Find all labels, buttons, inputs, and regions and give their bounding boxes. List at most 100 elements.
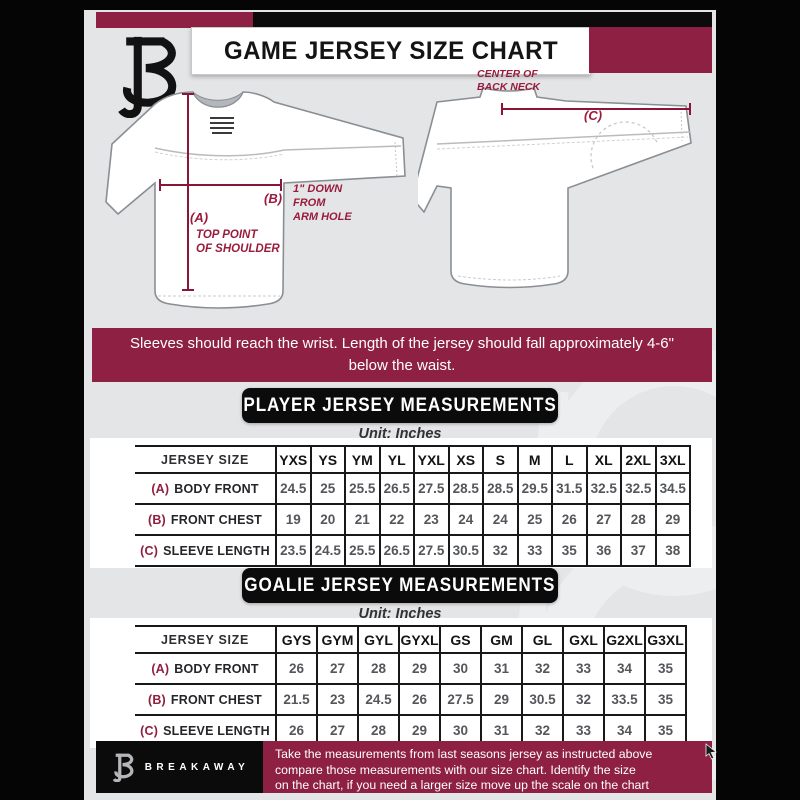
row-key: (A) xyxy=(151,661,170,676)
row-label-cell: (A) BODY FRONT xyxy=(135,472,277,505)
breakaway-footer-logo-icon xyxy=(112,753,134,782)
header-accent-black xyxy=(253,12,712,28)
player-section-heading: PLAYER JERSEY MEASUREMENTS xyxy=(242,388,558,423)
value-cell: 28 xyxy=(357,652,400,685)
value-cell: 29.5 xyxy=(516,472,553,505)
size-header-cell: YXS xyxy=(275,445,312,474)
measurement-lines-front xyxy=(159,93,282,291)
value-cell: 30 xyxy=(439,652,482,685)
value-cell: 33 xyxy=(516,534,553,567)
measure-c-key: (C) xyxy=(584,108,603,123)
value-cell: 27 xyxy=(316,652,359,685)
fit-notice-text: Sleeves should reach the wrist. Length o… xyxy=(130,335,674,374)
goalie-section-heading: GOALIE JERSEY MEASUREMENTS xyxy=(242,568,558,603)
value-cell: 29 xyxy=(654,503,691,536)
value-cell: 30.5 xyxy=(447,534,484,567)
size-header-cell: YS xyxy=(309,445,346,474)
value-cell: 24.5 xyxy=(275,472,312,505)
measurement-row: (B) FRONT CHEST 21.5 23 24.5 26 27.5 29 30.5 32 33… xyxy=(135,683,687,716)
row-key: (A) xyxy=(151,481,170,496)
breakaway-b-logo-icon xyxy=(118,36,177,118)
value-cell: 29 xyxy=(398,652,441,685)
measurement-row: (B) FRONT CHEST 19 20 21 22 23 24 24 25 26 27 28 29 xyxy=(135,503,691,536)
size-column-header: JERSEY SIZE xyxy=(135,625,277,654)
size-header-cell: M xyxy=(516,445,553,474)
value-cell: 27.5 xyxy=(413,472,450,505)
value-cell: 37 xyxy=(620,534,657,567)
size-header-cell: GS xyxy=(439,625,482,654)
size-header-cell: 2XL xyxy=(620,445,657,474)
player-section-title: PLAYER JERSEY MEASUREMENTS xyxy=(243,394,557,416)
value-cell: 24 xyxy=(482,503,519,536)
value-cell: 26 xyxy=(398,683,441,716)
center-back-neck-label: CENTER OF BACK NECK xyxy=(477,68,540,94)
size-header-cell: G3XL xyxy=(644,625,687,654)
size-header-cell: L xyxy=(551,445,588,474)
player-size-table: JERSEY SIZE YXS YS YM YL YXL XS S M L XL 2XL 3XL (A) B… xyxy=(135,445,691,567)
title-banner-accent xyxy=(589,27,712,73)
goalie-section-title: GOALIE JERSEY MEASUREMENTS xyxy=(244,574,556,596)
size-header-cell: GM xyxy=(480,625,523,654)
row-label-cell: (B) FRONT CHEST xyxy=(135,683,277,716)
size-header-cell: YM xyxy=(344,445,381,474)
size-header-cell: GXL xyxy=(562,625,605,654)
back-jersey-diagram xyxy=(418,87,692,289)
mouse-cursor xyxy=(705,743,717,760)
value-cell: 22 xyxy=(378,503,415,536)
size-header-cell: G2XL xyxy=(603,625,646,654)
row-key: (C) xyxy=(140,543,159,558)
value-cell: 36 xyxy=(585,534,622,567)
size-header-cell: GYL xyxy=(357,625,400,654)
value-cell: 21 xyxy=(344,503,381,536)
value-cell: 31.5 xyxy=(551,472,588,505)
value-cell: 21.5 xyxy=(275,683,318,716)
footer-instruction-line: on the chart, if you need a larger size … xyxy=(275,778,649,793)
row-key: (C) xyxy=(140,723,159,738)
value-cell: 29 xyxy=(480,683,523,716)
size-header-cell: GL xyxy=(521,625,564,654)
value-cell: 34 xyxy=(603,652,646,685)
value-cell: 26 xyxy=(551,503,588,536)
value-cell: 38 xyxy=(654,534,691,567)
footer-instruction-line: Take the measurements from last seasons … xyxy=(275,747,653,761)
row-key: (B) xyxy=(147,692,166,707)
size-header-row: JERSEY SIZE GYS GYM GYL GYXL GS GM GL GXL G2XL G3X… xyxy=(135,625,687,654)
value-cell: 32.5 xyxy=(585,472,622,505)
size-header-cell: GYXL xyxy=(398,625,441,654)
value-cell: 32 xyxy=(521,652,564,685)
measure-a-key: (A) xyxy=(190,210,209,225)
value-cell: 34.5 xyxy=(654,472,691,505)
size-header-cell: 3XL xyxy=(654,445,691,474)
value-cell: 23.5 xyxy=(275,534,312,567)
value-cell: 25 xyxy=(516,503,553,536)
value-cell: 27.5 xyxy=(413,534,450,567)
value-cell: 32.5 xyxy=(620,472,657,505)
size-header-cell: GYM xyxy=(316,625,359,654)
value-cell: 28 xyxy=(620,503,657,536)
value-cell: 31 xyxy=(480,652,523,685)
chart-canvas: GAME JERSEY SIZE CHART xyxy=(84,10,716,800)
value-cell: 32 xyxy=(482,534,519,567)
row-label-cell: (B) FRONT CHEST xyxy=(135,503,277,536)
size-column-header: JERSEY SIZE xyxy=(135,445,277,474)
measurement-row: (A) BODY FRONT 26 27 28 29 30 31 32 33 34 35 xyxy=(135,652,687,685)
value-cell: 30.5 xyxy=(521,683,564,716)
value-cell: 25.5 xyxy=(344,472,381,505)
footer-instructions: Take the measurements from last seasons … xyxy=(263,741,712,793)
value-cell: 35 xyxy=(644,652,687,685)
size-header-row: JERSEY SIZE YXS YS YM YL YXL XS S M L XL 2XL 3XL xyxy=(135,445,691,474)
size-header-cell: GYS xyxy=(275,625,318,654)
measurement-row: (A) BODY FRONT 24.5 25 25.5 26.5 27.5 28.5 28.5 2… xyxy=(135,472,691,505)
row-label-cell: (A) BODY FRONT xyxy=(135,652,277,685)
front-jersey-diagram xyxy=(105,91,406,309)
size-header-cell: XS xyxy=(447,445,484,474)
value-cell: 28.5 xyxy=(447,472,484,505)
shoulder-note: TOP POINT OF SHOULDER xyxy=(196,229,280,256)
row-label-cell: (C) SLEEVE LENGTH xyxy=(135,534,277,567)
goalie-size-table: JERSEY SIZE GYS GYM GYL GYXL GS GM GL GXL G2XL G3X… xyxy=(135,625,687,747)
title-banner: GAME JERSEY SIZE CHART xyxy=(191,27,591,75)
footer-brand-box: BREAKAWAY xyxy=(96,741,263,793)
back-jersey-outline xyxy=(418,87,692,289)
player-size-table-grid: JERSEY SIZE YXS YS YM YL YXL XS S M L XL 2XL 3XL (A) B… xyxy=(135,445,691,567)
